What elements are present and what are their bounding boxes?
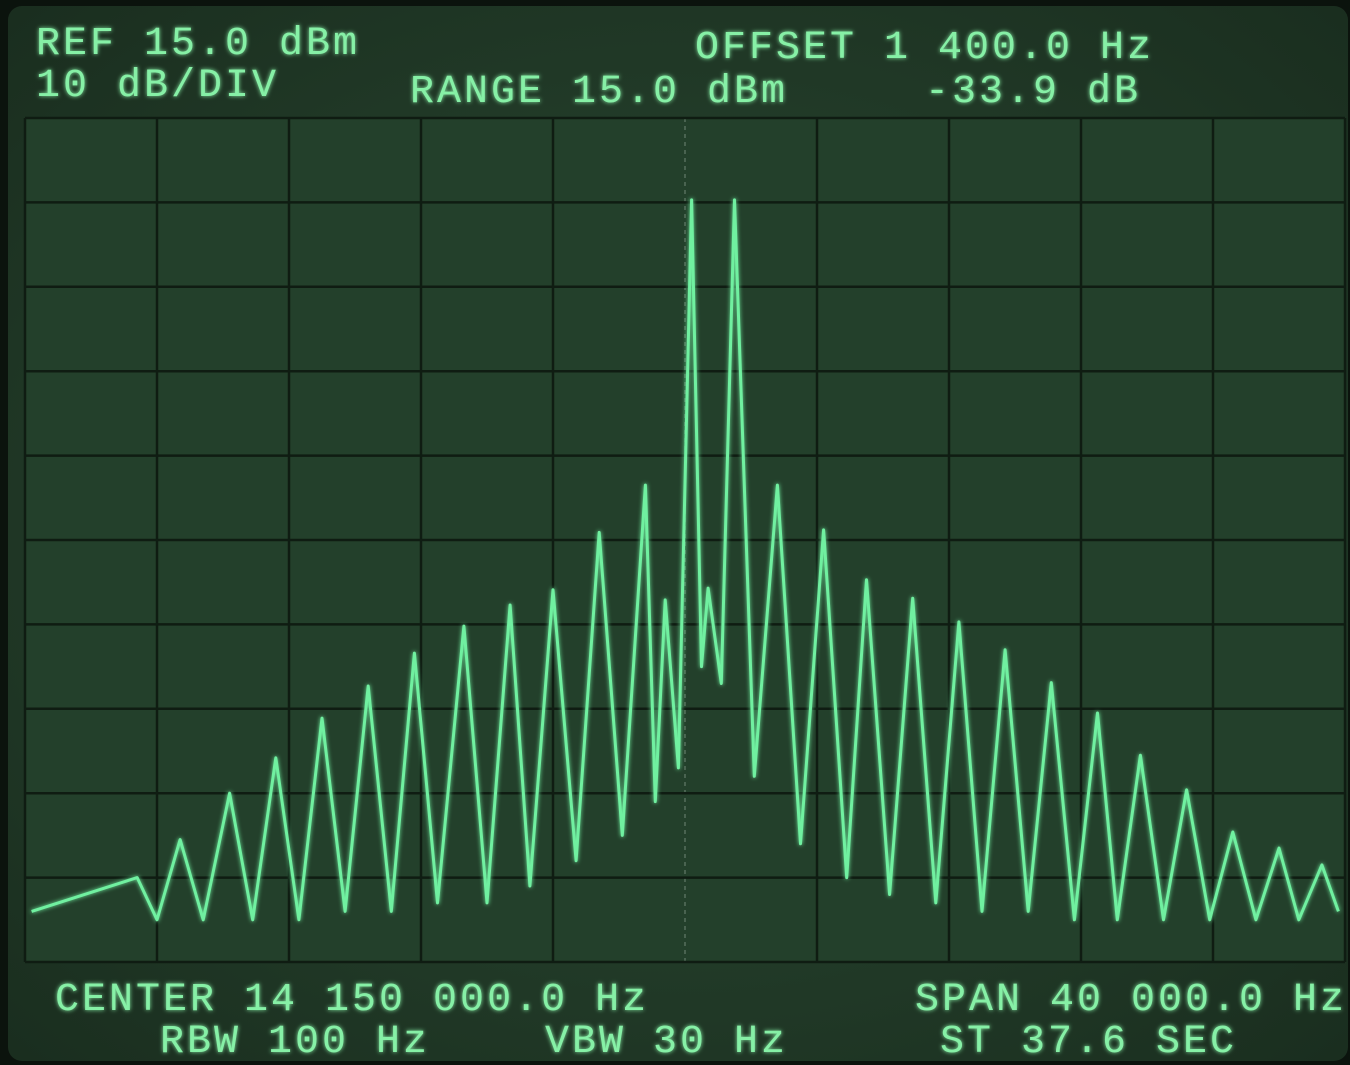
- spectrum-trace: [31, 198, 1340, 922]
- sweep-time: ST 37.6 SEC: [940, 1020, 1237, 1065]
- ref-level: REF 15.0 dBm: [36, 22, 360, 67]
- vbw: VBW 30 Hz: [545, 1020, 788, 1065]
- range: RANGE 15.0 dBm: [410, 70, 788, 115]
- offset: OFFSET 1 400.0 Hz: [695, 26, 1154, 71]
- span: SPAN 40 000.0 Hz: [915, 978, 1347, 1023]
- scale: 10 dB/DIV: [36, 64, 279, 109]
- delta: -33.9 dB: [925, 70, 1141, 115]
- rbw: RBW 100 Hz: [160, 1020, 430, 1065]
- center: CENTER 14 150 000.0 Hz: [55, 978, 649, 1023]
